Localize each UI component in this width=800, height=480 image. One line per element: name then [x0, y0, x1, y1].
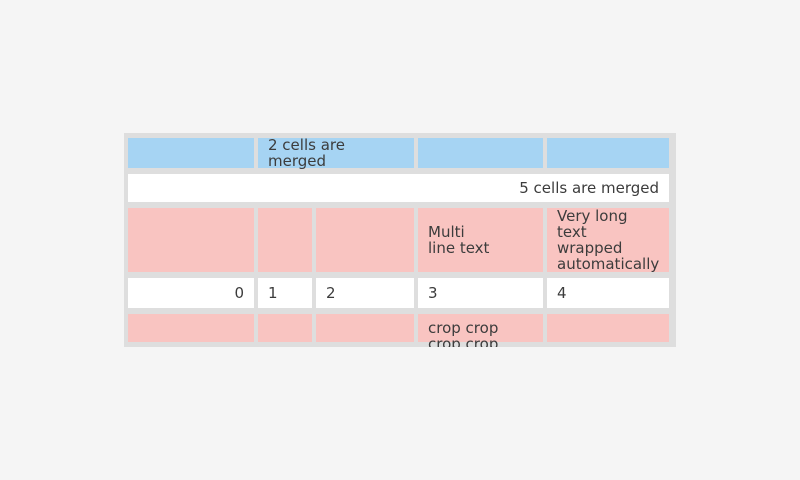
table-row-4: 0 1 2 3 4	[128, 278, 676, 308]
cell-r4c1[interactable]: 0	[128, 278, 254, 308]
cell-r1c4[interactable]	[418, 138, 543, 168]
crop-label: crop crop crop crop	[428, 319, 499, 347]
cell-r4c5[interactable]: 4	[547, 278, 669, 308]
cell-r4c2[interactable]: 1	[258, 278, 312, 308]
wrapped-label: Very long text wrapped automatically	[557, 207, 660, 273]
table-row-2: 5 cells are merged	[128, 174, 676, 202]
cell-r5c5[interactable]	[547, 314, 669, 342]
cell-r5c2[interactable]	[258, 314, 312, 342]
number-2: 2	[326, 284, 336, 302]
number-1: 1	[268, 284, 278, 302]
cell-r1c1[interactable]	[128, 138, 254, 168]
cell-r5c1[interactable]	[128, 314, 254, 342]
number-4: 4	[557, 284, 567, 302]
cell-r3c4[interactable]: Multi line text	[418, 208, 543, 272]
merged-5-label: 5 cells are merged	[519, 179, 659, 197]
table-row-5: crop crop crop crop	[128, 314, 676, 347]
number-3: 3	[428, 284, 438, 302]
cell-r3c5[interactable]: Very long text wrapped automatically	[547, 208, 669, 272]
cell-r2-merged-5[interactable]: 5 cells are merged	[128, 174, 669, 202]
cell-r1c5[interactable]	[547, 138, 669, 168]
cell-r5c4[interactable]: crop crop crop crop	[418, 314, 543, 347]
multiline-label: Multi line text	[428, 223, 490, 257]
table-row-1: 2 cells are merged	[128, 136, 676, 170]
cell-r4c4[interactable]: 3	[418, 278, 543, 308]
cell-r1-merged-2[interactable]: 2 cells are merged	[258, 136, 414, 170]
cell-r4c3[interactable]: 2	[316, 278, 414, 308]
cell-r3c3[interactable]	[316, 208, 414, 272]
cell-r3c2[interactable]	[258, 208, 312, 272]
table-widget: 2 cells are merged 5 cells are merged Mu…	[124, 133, 676, 347]
cell-r5c3[interactable]	[316, 314, 414, 342]
table-row-3: Multi line text Very long text wrapped a…	[128, 208, 676, 272]
merged-2-label: 2 cells are merged	[268, 136, 345, 170]
cell-r3c1[interactable]	[128, 208, 254, 272]
number-0: 0	[234, 284, 244, 302]
